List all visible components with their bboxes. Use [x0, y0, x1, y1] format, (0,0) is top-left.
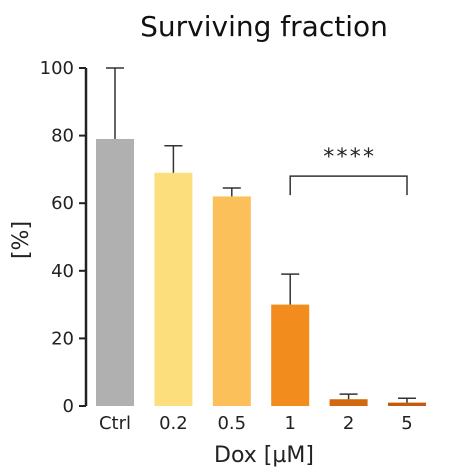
y-tick-label: 0	[63, 396, 74, 417]
x-tick-label: 1	[284, 413, 295, 434]
y-axis-label: [%]	[9, 221, 34, 259]
x-tick-label: 0.2	[159, 413, 188, 434]
bar	[271, 304, 310, 406]
y-tick-label: 20	[51, 328, 74, 349]
x-tick-label: 2	[343, 413, 354, 434]
y-tick-label: 60	[51, 193, 74, 214]
bar	[154, 172, 193, 406]
y-axis-ticks: 0 20 40 60 80 100	[40, 58, 86, 417]
y-tick-label: 40	[51, 261, 74, 282]
x-axis-tick-labels: Ctrl 0.2 0.5 1 2 5	[99, 413, 413, 434]
significance-annotations: ****	[289, 145, 408, 196]
y-tick-label: 100	[40, 58, 74, 79]
bar	[388, 402, 426, 406]
x-axis-label: Dox [µM]	[214, 443, 314, 468]
bars	[96, 138, 426, 407]
x-tick-label: 5	[401, 413, 412, 434]
x-tick-label: Ctrl	[99, 413, 131, 434]
bar	[96, 138, 134, 407]
chart-title: Surviving fraction	[140, 10, 388, 43]
y-tick-label: 80	[51, 126, 74, 147]
significance-label: ****	[322, 145, 375, 170]
x-tick-label: 0.5	[217, 413, 246, 434]
bar	[329, 399, 368, 406]
significance-bracket	[289, 175, 408, 196]
bar	[212, 196, 251, 406]
error-bars	[106, 67, 416, 403]
